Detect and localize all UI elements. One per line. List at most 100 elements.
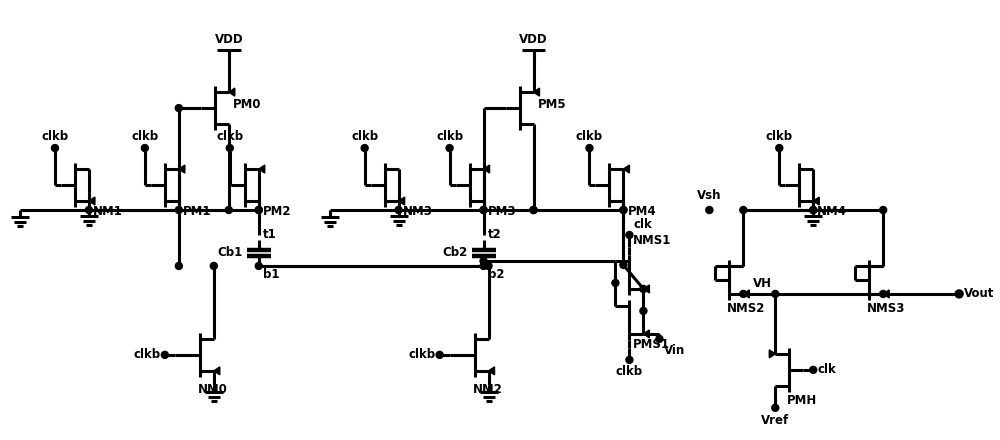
Circle shape [620, 206, 627, 213]
Circle shape [255, 206, 262, 213]
Text: clkb: clkb [766, 130, 793, 143]
Polygon shape [229, 88, 235, 96]
Polygon shape [534, 88, 540, 96]
Text: clkb: clkb [576, 130, 603, 143]
Circle shape [480, 257, 487, 264]
Text: Cb1: Cb1 [218, 246, 243, 260]
Text: PMH: PMH [787, 394, 818, 407]
Circle shape [955, 290, 963, 298]
Circle shape [810, 367, 817, 374]
Text: clk: clk [633, 218, 652, 231]
Text: clk: clk [817, 363, 836, 376]
Circle shape [810, 206, 817, 213]
Polygon shape [259, 165, 265, 173]
Polygon shape [813, 197, 819, 205]
Text: VDD: VDD [214, 33, 243, 46]
Text: t1: t1 [263, 228, 277, 242]
Text: PM0: PM0 [233, 98, 261, 110]
Polygon shape [89, 197, 95, 205]
Text: Vout: Vout [964, 287, 994, 301]
Text: clkb: clkb [616, 365, 643, 378]
Text: clkb: clkb [351, 130, 378, 143]
Circle shape [880, 290, 887, 297]
Circle shape [210, 263, 217, 269]
Text: NM2: NM2 [473, 383, 502, 396]
Circle shape [640, 286, 647, 293]
Text: t2: t2 [488, 228, 501, 242]
Circle shape [620, 261, 627, 268]
Polygon shape [623, 165, 629, 173]
Text: Vref: Vref [761, 414, 789, 427]
Polygon shape [489, 367, 495, 375]
Circle shape [175, 263, 182, 269]
Text: PM1: PM1 [183, 205, 211, 218]
Polygon shape [214, 367, 220, 375]
Polygon shape [643, 330, 649, 338]
Text: b2: b2 [488, 268, 504, 281]
Text: b1: b1 [263, 268, 279, 281]
Polygon shape [643, 285, 649, 293]
Text: Cb2: Cb2 [442, 246, 468, 260]
Circle shape [446, 145, 453, 151]
Circle shape [612, 279, 619, 286]
Circle shape [740, 290, 747, 297]
Circle shape [255, 206, 262, 213]
Text: NM1: NM1 [93, 205, 123, 218]
Circle shape [880, 206, 887, 213]
Circle shape [530, 206, 537, 213]
Circle shape [161, 352, 168, 358]
Text: PM3: PM3 [488, 205, 516, 218]
Circle shape [485, 263, 492, 269]
Text: clkb: clkb [436, 130, 463, 143]
Text: NM0: NM0 [198, 383, 228, 396]
Circle shape [772, 290, 779, 297]
Circle shape [740, 206, 747, 213]
Text: PMS1: PMS1 [632, 338, 669, 351]
Circle shape [361, 145, 368, 151]
Text: PM2: PM2 [263, 205, 291, 218]
Circle shape [175, 206, 182, 213]
Circle shape [772, 404, 779, 411]
Circle shape [776, 145, 783, 151]
Circle shape [175, 105, 182, 112]
Circle shape [640, 308, 647, 315]
Circle shape [436, 352, 443, 358]
Circle shape [480, 206, 487, 213]
Circle shape [656, 335, 663, 342]
Text: NMS3: NMS3 [867, 302, 906, 315]
Circle shape [395, 206, 402, 213]
Text: NMS2: NMS2 [727, 302, 766, 315]
Circle shape [620, 206, 627, 213]
Text: VH: VH [753, 277, 772, 290]
Text: NM3: NM3 [403, 205, 433, 218]
Circle shape [255, 263, 262, 269]
Text: Vsh: Vsh [697, 189, 722, 202]
Text: clkb: clkb [408, 348, 436, 361]
Circle shape [530, 206, 537, 213]
Circle shape [51, 145, 58, 151]
Circle shape [85, 206, 92, 213]
Polygon shape [399, 197, 405, 205]
Text: clkb: clkb [131, 130, 158, 143]
Circle shape [586, 145, 593, 151]
Circle shape [141, 145, 148, 151]
Text: clkb: clkb [134, 348, 161, 361]
Circle shape [225, 206, 232, 213]
Circle shape [706, 206, 713, 213]
Polygon shape [743, 290, 749, 298]
Text: NMS1: NMS1 [632, 234, 671, 247]
Circle shape [226, 145, 233, 151]
Polygon shape [484, 165, 490, 173]
Circle shape [626, 356, 633, 363]
Text: PM4: PM4 [627, 205, 656, 218]
Circle shape [480, 263, 487, 269]
Text: clkb: clkb [41, 130, 69, 143]
Circle shape [480, 206, 487, 213]
Polygon shape [883, 290, 889, 298]
Polygon shape [769, 350, 775, 358]
Text: Vin: Vin [664, 344, 686, 357]
Text: VDD: VDD [519, 33, 548, 46]
Polygon shape [179, 165, 185, 173]
Text: clkb: clkb [216, 130, 243, 143]
Circle shape [810, 206, 817, 213]
